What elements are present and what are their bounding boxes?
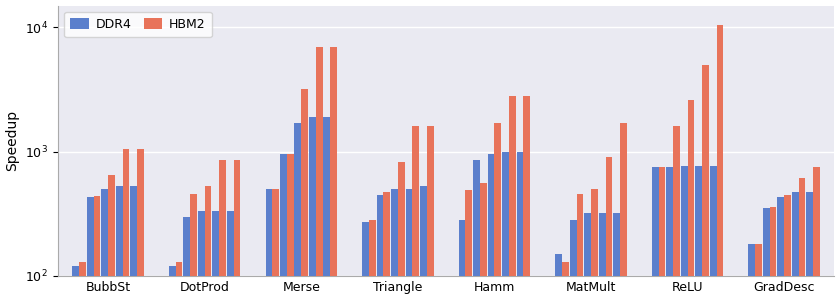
Bar [755,244,762,300]
Bar [272,189,279,300]
Bar [169,266,176,300]
Bar [688,100,695,300]
Bar [710,167,717,300]
Bar [376,195,383,300]
Bar [666,167,673,300]
Bar [205,186,212,300]
Bar [585,213,591,300]
Bar [763,208,769,300]
Bar [523,96,530,300]
Bar [502,152,509,300]
Bar [72,266,79,300]
Bar [412,126,419,300]
Bar [806,192,813,300]
Bar [659,167,665,300]
Bar [406,189,412,300]
Bar [495,123,501,300]
Bar [280,154,286,300]
Bar [398,162,405,300]
Bar [330,47,337,300]
Y-axis label: Speedup: Speedup [6,110,19,171]
Bar [517,152,523,300]
Bar [102,189,108,300]
Bar [465,190,472,300]
Bar [599,213,606,300]
Bar [316,47,323,300]
Bar [459,220,465,300]
Bar [219,160,226,300]
Bar [295,123,302,300]
Bar [613,213,620,300]
Bar [227,212,234,300]
Bar [369,220,375,300]
Bar [362,222,369,300]
Bar [265,189,272,300]
Bar [696,167,702,300]
Bar [562,262,569,300]
Bar [673,126,680,300]
Bar [130,186,137,300]
Bar [769,207,776,300]
Bar [137,149,144,300]
Bar [473,160,480,300]
Bar [620,123,627,300]
Bar [420,186,427,300]
Bar [606,157,612,300]
Bar [778,197,785,300]
Bar [717,25,723,300]
Bar [87,197,93,300]
Bar [591,189,598,300]
Bar [123,149,129,300]
Bar [116,186,123,300]
Bar [190,194,197,300]
Bar [383,192,390,300]
Bar [813,167,820,300]
Bar [702,65,709,300]
Bar [799,178,806,300]
Bar [509,96,516,300]
Bar [198,212,205,300]
Bar [93,196,100,300]
Bar [555,254,562,300]
Bar [309,117,316,300]
Bar [570,220,576,300]
Bar [183,217,190,300]
Bar [234,160,240,300]
Bar [79,262,86,300]
Bar [488,154,495,300]
Bar [286,154,293,300]
Bar [323,117,330,300]
Bar [427,126,433,300]
Bar [652,167,659,300]
Bar [792,192,799,300]
Bar [785,195,791,300]
Bar [576,194,583,300]
Bar [480,183,486,300]
Bar [213,212,219,300]
Legend: DDR4, HBM2: DDR4, HBM2 [64,12,212,37]
Bar [176,262,182,300]
Bar [681,167,688,300]
Bar [391,189,398,300]
Bar [748,244,755,300]
Bar [108,175,115,300]
Bar [302,89,308,300]
